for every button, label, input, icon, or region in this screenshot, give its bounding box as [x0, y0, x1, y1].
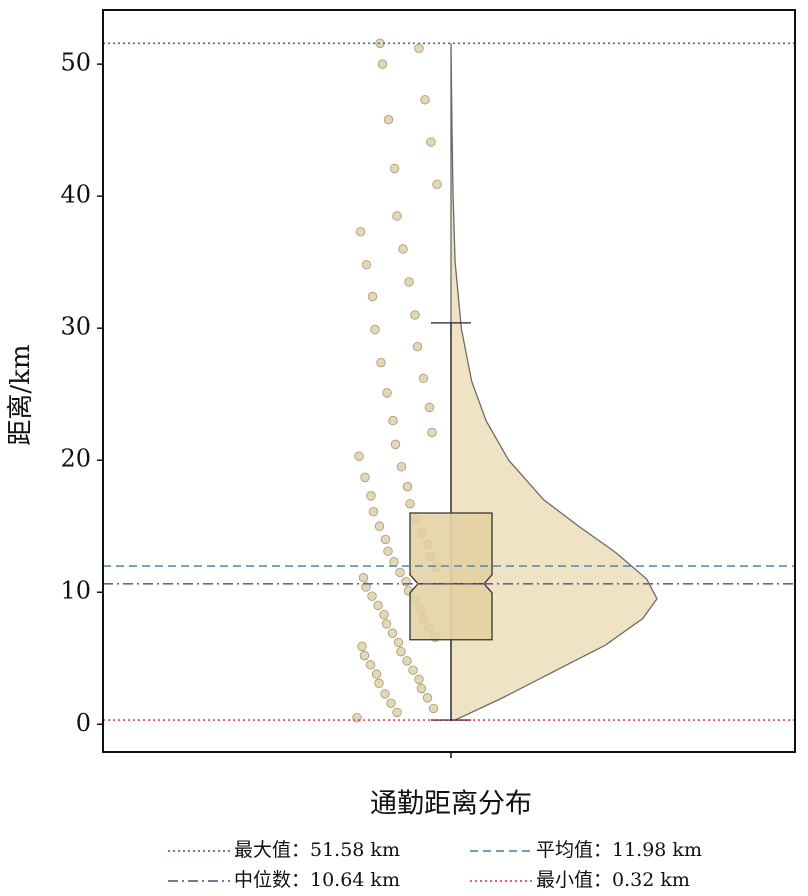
data-point	[387, 628, 398, 638]
data-point	[416, 683, 427, 694]
data-point	[396, 462, 407, 472]
data-point	[405, 499, 415, 509]
data-point	[427, 427, 437, 438]
legend-label: 最小值：0.32 km	[536, 869, 690, 891]
data-point	[371, 669, 382, 679]
data-point	[393, 637, 404, 648]
y-axis-label: 距离/km	[6, 344, 36, 445]
data-point	[370, 324, 380, 335]
y-tick-label: 30	[60, 313, 91, 341]
data-point	[361, 260, 372, 270]
y-tick-label: 0	[76, 709, 91, 737]
data-point	[408, 665, 418, 675]
data-point	[428, 703, 439, 714]
data-point	[379, 609, 389, 620]
box	[409, 512, 493, 641]
data-point	[361, 582, 371, 592]
data-point	[366, 491, 376, 501]
data-point	[373, 600, 383, 611]
data-point	[360, 472, 370, 483]
data-point	[418, 373, 429, 384]
data-point	[383, 114, 394, 125]
data-point	[426, 137, 436, 147]
data-point	[389, 557, 399, 567]
data-point	[374, 521, 385, 531]
legend-label: 中位数：10.64 km	[234, 869, 400, 891]
data-point	[410, 310, 420, 320]
data-point	[422, 693, 433, 703]
data-point	[377, 59, 388, 69]
y-tick-label: 10	[60, 577, 91, 605]
plot-frame	[102, 9, 796, 753]
data-point	[383, 546, 393, 557]
data-point	[358, 573, 369, 583]
data-point	[392, 707, 402, 718]
data-point	[368, 507, 379, 517]
data-point	[357, 641, 367, 652]
data-point	[355, 227, 366, 237]
data-point	[412, 341, 423, 352]
data-point	[380, 534, 391, 545]
data-point	[365, 660, 376, 670]
data-point	[367, 291, 378, 302]
y-tick-label: 20	[60, 445, 91, 473]
data-point	[402, 481, 413, 492]
data-point	[354, 451, 364, 461]
legend-label: 最大值：51.58 km	[234, 839, 400, 861]
data-point	[404, 277, 414, 287]
x-tick-label: 通勤距离分布	[370, 789, 532, 820]
data-point	[359, 650, 370, 661]
data-point	[392, 211, 402, 221]
data-point	[376, 357, 386, 368]
data-point	[388, 415, 398, 426]
violin	[450, 43, 658, 721]
data-point	[398, 244, 408, 254]
data-point	[396, 646, 406, 657]
data-point	[395, 567, 405, 578]
y-tick-label: 50	[60, 49, 91, 77]
data-point	[420, 95, 430, 105]
data-point	[381, 619, 392, 629]
data-point	[401, 576, 411, 587]
data-point	[424, 402, 435, 413]
y-tick-label: 40	[60, 181, 91, 209]
data-point	[389, 163, 400, 174]
data-point	[414, 674, 424, 685]
legend-label: 平均值：11.98 km	[536, 839, 702, 861]
data-point	[382, 388, 392, 398]
data-point	[402, 656, 412, 666]
data-point	[432, 179, 442, 189]
data-point	[386, 698, 396, 708]
data-point	[390, 439, 401, 450]
data-point	[380, 689, 390, 699]
data-point	[367, 591, 377, 601]
data-point	[374, 678, 384, 689]
data-point	[414, 43, 424, 53]
